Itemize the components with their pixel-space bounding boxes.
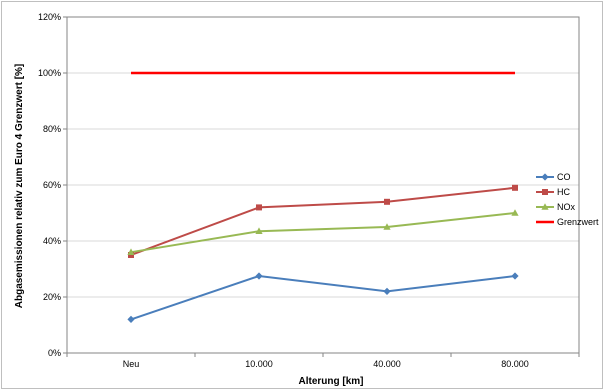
x-tick-label: 80.000 [501, 359, 529, 369]
data-point-hc [384, 198, 390, 205]
x-tick-label: Neu [123, 359, 140, 369]
y-axis-title: Abgasemissionen relativ zum Euro 4 Grenz… [14, 64, 25, 309]
data-point-nox [511, 209, 519, 216]
y-tick-label: 120% [38, 12, 61, 22]
axes [63, 16, 580, 357]
series-line-hc [130, 186, 516, 256]
y-tick-label: 60% [43, 180, 61, 190]
x-tick-label: 40.000 [373, 359, 401, 369]
y-tick-label: 0% [48, 348, 61, 358]
series-line-co [130, 274, 516, 321]
gridlines [67, 16, 579, 354]
data-point-nox [127, 248, 135, 255]
data-point-co [255, 272, 263, 280]
legend-label-co: CO [557, 172, 571, 182]
data-point-nox [255, 227, 263, 234]
x-tick-label: 10.000 [245, 359, 273, 369]
legend-marker-nox [541, 203, 549, 210]
data-point-co [511, 272, 519, 280]
series-lines [130, 71, 516, 321]
legend: CO HC NOx Grenzwert [536, 172, 599, 227]
legend-label-nox: NOx [557, 202, 576, 212]
legend-marker-co [541, 173, 549, 181]
data-point-co [127, 315, 135, 323]
legend-label-hc: HC [557, 187, 570, 197]
data-point-nox [383, 223, 391, 230]
y-tick-label: 80% [43, 124, 61, 134]
data-point-hc [256, 204, 262, 211]
y-tick-label: 100% [38, 68, 61, 78]
x-tick-labels: Neu 10.000 40.000 80.000 [123, 359, 529, 369]
legend-marker-hc [542, 189, 548, 195]
y-tick-label: 40% [43, 236, 61, 246]
series-line-nox [130, 212, 516, 254]
y-tick-labels: 0% 20% 40% 60% 80% 100% 120% [38, 12, 61, 358]
y-tick-label: 20% [43, 292, 61, 302]
x-axis-title: Alterung [km] [299, 376, 364, 387]
series-markers [127, 184, 519, 323]
data-point-co [383, 287, 391, 295]
data-point-hc [512, 184, 518, 191]
legend-label-grenzwert: Grenzwert [557, 217, 599, 227]
